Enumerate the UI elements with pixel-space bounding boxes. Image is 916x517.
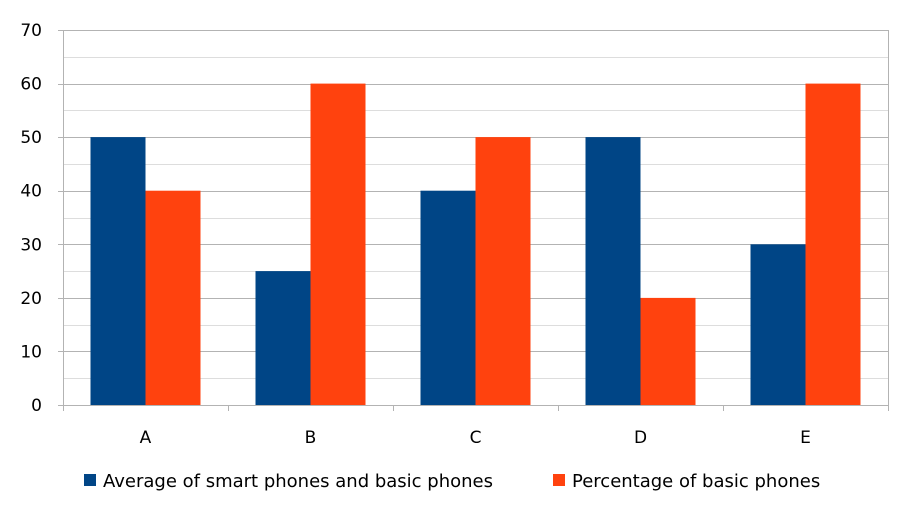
legend-label: Average of smart phones and basic phones: [103, 471, 493, 492]
y-tick-labels: 0 10 20 30 40 50 60 70: [20, 21, 42, 416]
x-tick-label: A: [140, 428, 152, 448]
legend-swatch: [84, 474, 96, 486]
y-tick-label: 20: [20, 289, 42, 309]
legend: Average of smart phones and basic phones…: [84, 471, 820, 492]
x-tick-label: B: [305, 428, 317, 448]
y-tick-label: 0: [31, 396, 42, 416]
y-tick-label: 50: [20, 128, 42, 148]
bar-series1-D: [585, 137, 641, 405]
x-tick-label: E: [800, 428, 811, 448]
bar-series1-A: [90, 137, 146, 405]
bar-series1-B: [255, 271, 311, 405]
bar-series2-A: [145, 190, 201, 405]
bar-series1-E: [750, 244, 806, 405]
legend-item-2: Percentage of basic phones: [553, 471, 820, 492]
x-tick-label: C: [470, 428, 482, 448]
bar-series2-B: [310, 83, 366, 405]
x-tick-labels: A B C D E: [140, 428, 811, 448]
legend-label: Percentage of basic phones: [572, 471, 820, 492]
legend-item-1: Average of smart phones and basic phones: [84, 471, 493, 492]
bar-series2-C: [475, 137, 531, 405]
legend-swatch: [553, 474, 565, 486]
y-tick-label: 10: [20, 342, 42, 362]
bar-series2-D: [640, 297, 696, 405]
bars: [90, 83, 861, 405]
y-tick-label: 30: [20, 235, 42, 255]
x-tick-label: D: [634, 428, 647, 448]
y-tick-label: 40: [20, 182, 42, 202]
bar-series2-E: [805, 83, 861, 405]
bar-series1-C: [420, 190, 476, 405]
y-tick-label: 70: [20, 21, 42, 41]
y-tick-label: 60: [20, 75, 42, 95]
axes: [58, 30, 889, 411]
